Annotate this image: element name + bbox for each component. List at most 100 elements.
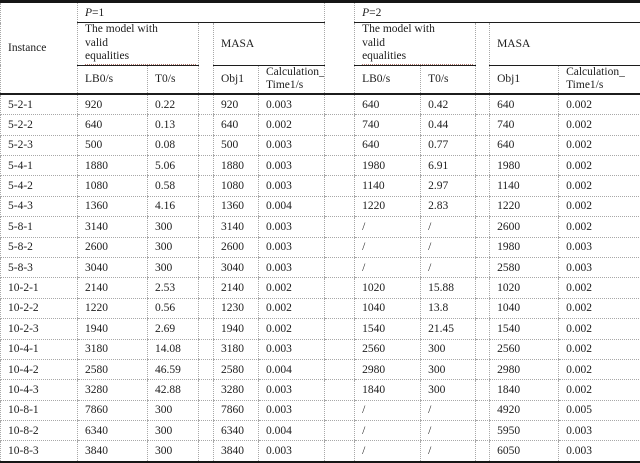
p1-t0-cell: 4.16 (148, 196, 199, 216)
p2-calc-time-cell: 0.002 (559, 196, 640, 216)
p1-calc-time-cell: 0.002 (259, 115, 325, 135)
instance-cell: 10-8-3 (1, 441, 78, 462)
p2-t0-cell: 13.8 (421, 298, 476, 318)
instance-cell: 10-8-2 (1, 421, 78, 441)
p1-t0-cell: 2.53 (148, 278, 199, 298)
table-row: 5-2-2 640 0.13 640 0.002 740 0.44 740 0.… (1, 115, 640, 135)
p1-calc-time-cell: 0.003 (259, 176, 325, 196)
p1-calc-time-header: Calculation_ Time1/s (259, 65, 325, 94)
p1-t0-cell: 300 (148, 421, 199, 441)
p1-t0-cell: 0.13 (148, 115, 199, 135)
p1-calc-line2: Time1/s (266, 79, 322, 93)
p2-lb0-cell: / (355, 441, 421, 462)
p1-lb0-cell: 640 (78, 115, 148, 135)
spacer-cell (325, 237, 355, 257)
table-row: 10-8-2 6340 300 6340 0.004 / / 5950 0.00… (1, 421, 640, 441)
table-row: 10-8-3 3840 300 3840 0.003 / / 6050 0.00… (1, 441, 640, 462)
p2-calc-line1: Calculation_ (566, 66, 638, 80)
p1-obj1-cell: 1880 (214, 155, 259, 175)
p2-t0-cell: 300 (421, 359, 476, 379)
p1-model-line2: valid equalities (85, 37, 196, 65)
spacer-cell (325, 2, 355, 23)
instance-cell: 5-8-3 (1, 257, 78, 277)
p1-lb0-cell: 1080 (78, 176, 148, 196)
spacer-cell (476, 421, 490, 441)
p1-calc-time-cell: 0.003 (259, 257, 325, 277)
p2-obj1-cell: 2560 (490, 339, 559, 359)
instance-cell: 10-4-2 (1, 359, 78, 379)
instance-cell: 5-8-1 (1, 217, 78, 237)
p2-model-line1: The model with (362, 23, 473, 37)
p1-calc-time-cell: 0.003 (259, 441, 325, 462)
p1-obj1-cell: 3140 (214, 217, 259, 237)
p2-suffix: =2 (369, 7, 381, 19)
p1-lb0-cell: 3040 (78, 257, 148, 277)
spacer-cell (325, 176, 355, 196)
spacer-cell (476, 217, 490, 237)
p2-obj1-cell: 1840 (490, 380, 559, 400)
p2-lb0-cell: 740 (355, 115, 421, 135)
spacer-cell (476, 441, 490, 462)
p2-obj1-cell: 6050 (490, 441, 559, 462)
p2-obj1-cell: 640 (490, 135, 559, 155)
p1-lb0-cell: 3180 (78, 339, 148, 359)
p1-calc-time-cell: 0.004 (259, 421, 325, 441)
spacer-cell (199, 257, 214, 277)
p2-obj1-cell: 1980 (490, 237, 559, 257)
p2-t0-cell: 21.45 (421, 319, 476, 339)
p1-obj1-cell: 2600 (214, 237, 259, 257)
spacer-cell (325, 65, 355, 94)
p2-lb0-cell: 1020 (355, 278, 421, 298)
p2-obj1-cell: 1540 (490, 319, 559, 339)
p2-t0-cell: 0.44 (421, 115, 476, 135)
p1-model-header: The model with valid equalities (78, 23, 199, 66)
p1-calc-time-cell: 0.003 (259, 237, 325, 257)
p1-calc-time-cell: 0.002 (259, 298, 325, 318)
spacer-cell (476, 94, 490, 115)
p2-lb0-cell: / (355, 421, 421, 441)
p1-t0-cell: 300 (148, 257, 199, 277)
p1-obj1-cell: 3840 (214, 441, 259, 462)
spacer-cell (199, 217, 214, 237)
p1-calc-line1: Calculation_ (266, 66, 322, 80)
p1-obj1-cell: 1360 (214, 196, 259, 216)
p2-obj1-header: Obj1 (490, 65, 559, 94)
spacer-cell (476, 115, 490, 135)
p2-obj1-cell: 2600 (490, 217, 559, 237)
spacer-cell (199, 115, 214, 135)
table-row: 5-8-1 3140 300 3140 0.003 / / 2600 0.002 (1, 217, 640, 237)
spacer-cell (199, 176, 214, 196)
p2-lb0-cell: 2980 (355, 359, 421, 379)
table-row: 5-2-1 920 0.22 920 0.003 640 0.42 640 0.… (1, 94, 640, 115)
p1-obj1-cell: 1230 (214, 298, 259, 318)
p2-calc-time-cell: 0.002 (559, 135, 640, 155)
spacer-cell (199, 65, 214, 94)
spacer-cell (476, 65, 490, 94)
p2-lb0-cell: 640 (355, 94, 421, 115)
spacer-cell (476, 237, 490, 257)
spacer-cell (325, 421, 355, 441)
spacer-cell (476, 176, 490, 196)
instance-cell: 5-8-2 (1, 237, 78, 257)
spacer-cell (325, 339, 355, 359)
instance-cell: 5-4-3 (1, 196, 78, 216)
p2-t0-cell: 0.77 (421, 135, 476, 155)
spacer-cell (199, 339, 214, 359)
spacer-cell (325, 257, 355, 277)
p1-obj1-cell: 3040 (214, 257, 259, 277)
p1-calc-time-cell: 0.004 (259, 359, 325, 379)
p2-t0-cell: / (421, 400, 476, 420)
spacer-cell (476, 278, 490, 298)
table-row: 5-4-3 1360 4.16 1360 0.004 1220 2.83 122… (1, 196, 640, 216)
p2-masa-header: MASA (490, 23, 640, 66)
instance-cell: 10-2-3 (1, 319, 78, 339)
header-row-model: The model with valid equalities MASA The… (1, 23, 640, 66)
spacer-cell (476, 359, 490, 379)
table-row: 10-2-1 2140 2.53 2140 0.002 1020 15.88 1… (1, 278, 640, 298)
p1-group-header: P=1 (78, 2, 325, 23)
table-header: Instance P=1 P=2 The model with valid eq… (1, 2, 640, 94)
table-row: 10-4-3 3280 42.88 3280 0.003 1840 300 18… (1, 380, 640, 400)
p2-lb0-cell: 1840 (355, 380, 421, 400)
p2-obj1-cell: 1020 (490, 278, 559, 298)
